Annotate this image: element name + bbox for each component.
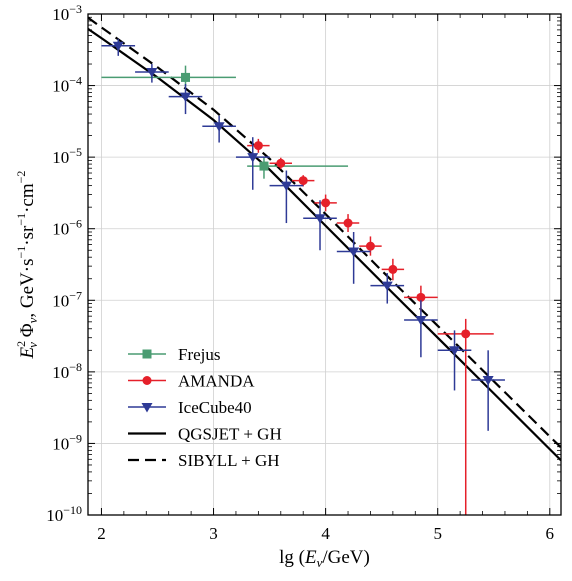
x-tick-label: 3 <box>209 524 218 543</box>
y-axis-title: E2ν Φν, GeV·s−1·sr−1·cm−2 <box>14 171 40 360</box>
legend-marker-amanda <box>142 376 152 385</box>
axis-titles: lg (Eν/GeV) E2ν Φν, GeV·s−1·sr−1·cm−2 <box>14 171 370 570</box>
point-amanda <box>365 241 375 251</box>
x-tick-label: 6 <box>546 524 555 543</box>
legend-label-frejus: Frejus <box>178 345 221 364</box>
legend-label-qgsjet-gh: QGSJET + GH <box>178 425 282 444</box>
y-tick-label: 10−7 <box>52 288 82 310</box>
legend-label-icecube40: IceCube40 <box>178 398 252 417</box>
legend-label-amanda: AMANDA <box>178 372 255 391</box>
legend-marker-frejus <box>142 349 152 359</box>
x-tick-label: 5 <box>433 524 442 543</box>
point-icecube40 <box>381 281 393 292</box>
errorbar-amanda <box>437 318 494 515</box>
legend-marker-icecube40 <box>141 403 153 413</box>
point-amanda <box>388 264 398 274</box>
point-icecube40 <box>213 122 225 132</box>
point-icecube40 <box>180 92 192 103</box>
data-points <box>101 38 505 515</box>
legend-item-amanda: AMANDA <box>128 372 255 391</box>
legend-label-sibyll-gh: SIBYLL + GH <box>178 451 280 470</box>
point-amanda <box>461 329 471 339</box>
series-amanda <box>247 138 494 515</box>
x-tick-label: 2 <box>97 524 106 543</box>
y-tick-label: 10−8 <box>52 360 82 382</box>
y-tick-label: 10−6 <box>52 217 82 239</box>
point-icecube40 <box>112 41 124 52</box>
legend-item-icecube40: IceCube40 <box>128 398 252 417</box>
point-icecube40 <box>348 247 360 258</box>
point-icecube40 <box>247 153 259 163</box>
y-tick-label: 10−4 <box>52 74 82 96</box>
x-axis-title: lg (Eν/GeV) <box>279 547 370 570</box>
point-amanda <box>253 141 263 151</box>
point-icecube40 <box>280 181 292 192</box>
point-amanda <box>321 198 331 208</box>
curve-qgsjet-gh <box>88 27 561 462</box>
x-tick-label: 4 <box>321 524 330 543</box>
y-tick-label: 10−10 <box>46 503 82 525</box>
curve-sibyll-gh <box>88 16 561 449</box>
legend-item-qgsjet-gh: QGSJET + GH <box>128 425 282 444</box>
model-curves <box>88 16 561 462</box>
point-icecube40 <box>449 346 461 356</box>
point-icecube40 <box>482 375 494 386</box>
series-icecube40 <box>101 38 505 431</box>
point-icecube40 <box>314 214 326 224</box>
point-amanda <box>298 176 308 186</box>
grid <box>88 14 561 515</box>
series-frejus <box>101 65 349 179</box>
legend-item-sibyll-gh: SIBYLL + GH <box>128 451 280 470</box>
legend: Frejus AMANDA IceCube40 QGSJET + GH SIBYLL +… <box>128 345 282 470</box>
errorbar-icecube40 <box>336 231 371 284</box>
point-icecube40 <box>415 316 427 326</box>
point-amanda <box>343 218 353 228</box>
point-icecube40 <box>146 67 158 78</box>
point-frejus <box>181 72 191 82</box>
y-tick-label: 10−3 <box>52 2 82 24</box>
plot-frame <box>87 13 562 516</box>
y-tick-label: 10−5 <box>52 145 82 167</box>
y-tick-label: 10−9 <box>52 431 82 453</box>
legend-item-frejus: Frejus <box>128 345 221 364</box>
point-amanda <box>276 158 286 168</box>
errorbar-icecube40 <box>471 350 505 431</box>
point-amanda <box>416 292 426 302</box>
point-frejus <box>259 161 269 171</box>
errorbar-frejus <box>101 65 236 87</box>
axis-ticks: 2 3 4 5 6 10−3 10−4 10−5 10−6 10−7 10−8 10−9 10−10 <box>46 2 561 543</box>
